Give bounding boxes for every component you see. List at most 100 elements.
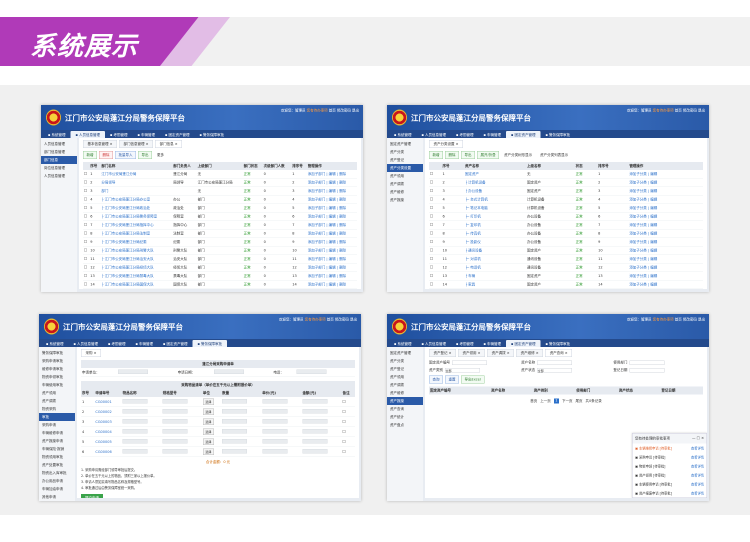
row-checkbox[interactable] xyxy=(342,409,346,413)
nav-tab[interactable]: ▪ 人员信息管理 xyxy=(421,133,446,137)
search-input[interactable] xyxy=(537,360,573,365)
sidebar-item[interactable]: 部门信息 xyxy=(41,156,77,164)
table-cell[interactable]: 添加子分类 | 编辑 xyxy=(628,263,703,272)
sidebar-item[interactable]: 资产报废 xyxy=(387,397,423,405)
checkbox-cell[interactable] xyxy=(429,280,442,289)
table-cell[interactable]: ├ 江门市公安局蓬江分局法制室 xyxy=(100,229,173,238)
table-cell[interactable]: ├ 江门市公安局蓬江分局办公室 xyxy=(100,195,173,204)
table-cell[interactable]: ├ 江门市公安局蓬江分局政治处 xyxy=(100,203,173,213)
sidebar-item[interactable]: 固定资产管理 xyxy=(390,351,411,355)
request-number[interactable]: CG00004 xyxy=(94,426,122,437)
checkbox-cell[interactable] xyxy=(83,229,90,238)
checkbox-cell[interactable] xyxy=(429,203,442,213)
cell-input[interactable] xyxy=(302,419,328,424)
popup-detail-link[interactable]: 查看详情 xyxy=(691,464,704,469)
table-cell[interactable]: ├─ 传真机 xyxy=(463,229,526,238)
user-links[interactable]: 首页 修改密码 退出 xyxy=(326,317,357,322)
table-cell[interactable]: 添加子部门 | 编辑 | 删除 xyxy=(306,271,357,281)
cell-input[interactable] xyxy=(262,419,288,424)
table-cell[interactable]: 添加子部门 | 编辑 | 删除 xyxy=(306,195,357,204)
checkbox-cell[interactable] xyxy=(83,220,90,230)
cell-input[interactable] xyxy=(122,419,148,424)
cell-input[interactable] xyxy=(222,439,248,444)
popup-item[interactable]: ▣ 资产领用 [待审批] 查看详情 xyxy=(633,471,707,480)
checkbox-cell[interactable] xyxy=(429,220,442,230)
row-checkbox[interactable] xyxy=(84,282,87,286)
input-cell[interactable] xyxy=(341,436,355,447)
table-cell[interactable]: 分局领导 xyxy=(100,178,173,187)
checkbox-cell[interactable] xyxy=(83,195,90,204)
table-cell[interactable]: ├─ 对讲机 xyxy=(463,254,526,264)
toolbar-button[interactable]: 新增 xyxy=(429,151,443,159)
row-checkbox[interactable] xyxy=(84,223,87,226)
input-cell[interactable] xyxy=(221,426,262,437)
cell-input[interactable] xyxy=(222,429,248,434)
input-cell[interactable] xyxy=(121,406,162,417)
input-cell[interactable] xyxy=(261,446,302,457)
search-input[interactable]: 全部 xyxy=(445,367,480,373)
input-cell[interactable] xyxy=(161,406,202,417)
user-links[interactable]: 首页 修改密码 退出 xyxy=(674,108,705,113)
popup-item[interactable]: ▣ 车辆维修申请 [待审批] 查看详情 xyxy=(633,444,707,453)
page-tab[interactable]: 资产分类设置 × xyxy=(429,140,464,148)
request-number[interactable]: CG00001 xyxy=(94,397,122,407)
select-button[interactable]: 选择 xyxy=(202,398,214,405)
pager-item[interactable]: 下一页 xyxy=(562,399,573,403)
row-checkbox[interactable] xyxy=(342,429,346,433)
popup-detail-link[interactable]: 查看详情 xyxy=(691,482,704,487)
nav-tab[interactable]: ▪ 车辆管理 xyxy=(135,342,153,346)
sidebar-item[interactable]: 资产统计 xyxy=(390,415,404,419)
sidebar-item[interactable]: 人员信息管理 xyxy=(44,174,65,178)
checkbox-cell[interactable] xyxy=(83,280,90,289)
row-checkbox[interactable] xyxy=(430,223,433,226)
field-value[interactable] xyxy=(212,368,273,377)
input-cell[interactable] xyxy=(301,406,342,417)
input-cell[interactable]: 选择 xyxy=(201,397,222,407)
table-cell[interactable]: 添加子分类 | 编辑 xyxy=(628,220,703,230)
table-cell[interactable]: ├─ 打印机 xyxy=(463,212,526,221)
sidebar-item[interactable]: 资产调拨 xyxy=(390,182,404,186)
field-input[interactable] xyxy=(296,369,327,374)
nav-tab[interactable]: ▪ 固定资产管理 xyxy=(164,133,190,137)
row-checkbox[interactable] xyxy=(430,214,433,218)
sidebar-item[interactable]: 资产登记 xyxy=(390,367,404,371)
submit-button[interactable]: 提交申请 xyxy=(81,494,103,498)
nav-tab[interactable]: ▪ 警务保障审批 xyxy=(545,342,570,346)
cell-input[interactable] xyxy=(162,439,188,444)
table-cell[interactable]: 江门市公安局蓬江分局 xyxy=(100,170,173,179)
input-cell[interactable] xyxy=(301,397,342,407)
table-cell[interactable]: 添加子分类 | 编辑 xyxy=(628,254,703,264)
sidebar-item[interactable]: 部门信息管理 xyxy=(44,150,65,154)
row-checkbox[interactable] xyxy=(84,248,87,252)
pager-item[interactable]: 1 xyxy=(553,398,559,404)
table-cell[interactable]: ├ 江门市公安局蓬江分局国保大队 xyxy=(100,280,173,289)
checkbox-cell[interactable] xyxy=(429,170,442,179)
pager-item[interactable]: 上一页 xyxy=(540,399,551,403)
page-tab[interactable]: 基本信息管理 × xyxy=(83,140,118,148)
table-cell[interactable]: 添加子部门 | 编辑 | 删除 xyxy=(306,186,357,196)
user-links[interactable]: 首页 修改密码 退出 xyxy=(674,317,705,322)
table-cell[interactable]: 添加子分类 | 编辑 xyxy=(628,229,703,238)
row-checkbox[interactable] xyxy=(84,180,87,184)
checkbox-cell[interactable] xyxy=(429,237,442,247)
nav-tab[interactable]: ▪ 警务保障审批 xyxy=(545,133,570,137)
table-cell[interactable]: ├ 江门市公安局蓬江分局警务保障室 xyxy=(100,212,173,221)
popup-detail-link[interactable]: 查看详情 xyxy=(691,446,704,451)
row-checkbox[interactable] xyxy=(342,439,346,443)
sidebar-item[interactable]: 车辆保险·报销 xyxy=(42,447,65,451)
sidebar-item[interactable]: 审批 xyxy=(39,413,75,421)
row-checkbox[interactable] xyxy=(84,206,87,209)
input-cell[interactable] xyxy=(301,426,342,437)
row-checkbox[interactable] xyxy=(430,257,433,260)
checkbox-cell[interactable] xyxy=(83,271,90,281)
sidebar-item[interactable]: 车辆维修申请 xyxy=(42,431,63,435)
input-cell[interactable] xyxy=(341,426,355,437)
sidebar-item[interactable]: 资产盘点 xyxy=(390,423,404,427)
popup-controls-icon[interactable]: — □ × xyxy=(692,436,704,440)
row-checkbox[interactable] xyxy=(430,248,433,252)
table-cell[interactable]: ├ 计算机设备 xyxy=(463,178,526,187)
table-cell[interactable]: ├ 江门市公安局蓬江分局禁毒大队 xyxy=(100,271,173,281)
request-number[interactable]: CG00006 xyxy=(94,446,122,457)
nav-tab[interactable]: ▪ 固定资产管理 xyxy=(162,342,188,346)
row-checkbox[interactable] xyxy=(430,189,433,192)
